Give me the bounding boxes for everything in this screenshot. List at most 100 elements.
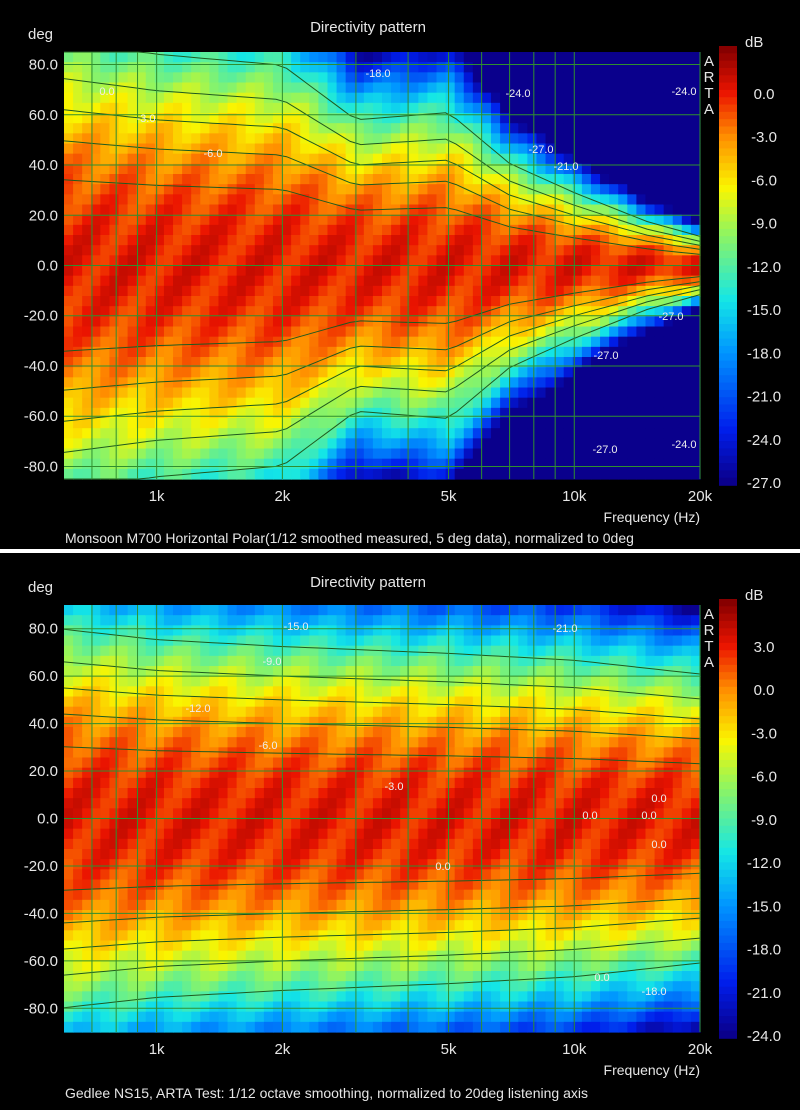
heat-cell bbox=[64, 438, 74, 449]
heat-cell bbox=[364, 367, 374, 378]
heat-cell bbox=[300, 62, 310, 73]
heat-cell bbox=[409, 971, 419, 982]
heat-cell bbox=[591, 62, 601, 73]
heat-cell bbox=[164, 910, 174, 921]
colorbar-segment bbox=[719, 397, 737, 405]
heat-cell bbox=[600, 418, 610, 429]
heat-cell bbox=[237, 798, 247, 809]
heat-cell bbox=[246, 438, 256, 449]
heat-cell bbox=[164, 377, 174, 388]
heat-cell bbox=[173, 727, 183, 738]
heat-cell bbox=[427, 768, 437, 779]
heat-cell bbox=[64, 72, 74, 83]
heat-cell bbox=[264, 727, 274, 738]
heat-cell bbox=[364, 778, 374, 789]
heat-cell bbox=[191, 849, 201, 860]
heat-cell bbox=[455, 788, 465, 799]
heat-cell bbox=[200, 961, 210, 972]
heat-cell bbox=[255, 449, 265, 460]
heat-cell bbox=[437, 52, 447, 63]
heat-cell bbox=[300, 676, 310, 687]
heat-cell bbox=[664, 388, 674, 399]
heat-cell bbox=[91, 625, 101, 636]
heat-cell bbox=[137, 727, 147, 738]
heat-cell bbox=[119, 900, 129, 911]
heat-cell bbox=[300, 941, 310, 952]
heat-cell bbox=[137, 808, 147, 819]
heat-cell bbox=[482, 83, 492, 94]
heat-cell bbox=[327, 839, 337, 850]
heat-cell bbox=[109, 991, 119, 1002]
heat-cell bbox=[173, 174, 183, 185]
heat-cell bbox=[427, 133, 437, 144]
heat-cell bbox=[318, 849, 328, 860]
heat-cell bbox=[237, 154, 247, 165]
heat-cell bbox=[645, 459, 655, 470]
heat-cell bbox=[673, 408, 683, 419]
heat-cell bbox=[327, 758, 337, 769]
heat-cell bbox=[218, 656, 228, 667]
heat-cell bbox=[346, 194, 356, 205]
heat-cell bbox=[382, 859, 392, 870]
heat-cell bbox=[664, 154, 674, 165]
heat-cell bbox=[191, 194, 201, 205]
heat-cell bbox=[391, 296, 401, 307]
heat-cell bbox=[173, 123, 183, 134]
heat-cell bbox=[73, 93, 83, 104]
heat-cell bbox=[273, 215, 283, 226]
heat-cell bbox=[327, 829, 337, 840]
heat-cell bbox=[555, 62, 565, 73]
heat-cell bbox=[246, 144, 256, 155]
heat-cell bbox=[137, 174, 147, 185]
heat-cell bbox=[200, 235, 210, 246]
heat-cell bbox=[382, 666, 392, 677]
heat-cell bbox=[373, 266, 383, 277]
heat-cell bbox=[173, 438, 183, 449]
heat-cell bbox=[409, 961, 419, 972]
heat-cell bbox=[509, 296, 519, 307]
heat-cell bbox=[464, 266, 474, 277]
heat-cell bbox=[282, 829, 292, 840]
heat-cell bbox=[627, 205, 637, 216]
heat-cell bbox=[682, 174, 692, 185]
heat-cell bbox=[300, 266, 310, 277]
heat-cell bbox=[237, 778, 247, 789]
heat-cell bbox=[273, 408, 283, 419]
colorbar-segment bbox=[719, 339, 737, 347]
heat-cell bbox=[318, 961, 328, 972]
heat-cell bbox=[509, 144, 519, 155]
heat-cell bbox=[364, 194, 374, 205]
heat-cell bbox=[636, 154, 646, 165]
heat-cell bbox=[119, 123, 129, 134]
heat-cell bbox=[119, 1012, 129, 1023]
heat-cell bbox=[218, 194, 228, 205]
heat-cell bbox=[464, 707, 474, 718]
heat-cell bbox=[146, 184, 156, 195]
heat-cell bbox=[200, 768, 210, 779]
heat-cell bbox=[73, 1022, 83, 1033]
heat-cell bbox=[209, 235, 219, 246]
heat-cell bbox=[191, 788, 201, 799]
heat-cell bbox=[173, 245, 183, 256]
heat-cell bbox=[282, 408, 292, 419]
heat-cell bbox=[309, 808, 319, 819]
heat-cell bbox=[464, 788, 474, 799]
heat-cell bbox=[291, 1022, 301, 1033]
contour-value-label: -18.0 bbox=[365, 68, 390, 80]
heat-cell bbox=[455, 388, 465, 399]
heat-cell bbox=[564, 255, 574, 266]
heat-cell bbox=[691, 347, 701, 358]
heat-cell bbox=[228, 103, 238, 114]
heat-cell bbox=[382, 768, 392, 779]
heat-cell bbox=[391, 438, 401, 449]
heat-cell bbox=[582, 245, 592, 256]
heat-cell bbox=[73, 646, 83, 657]
heat-cell bbox=[64, 266, 74, 277]
heat-cell bbox=[255, 778, 265, 789]
heat-cell bbox=[191, 900, 201, 911]
heat-cell bbox=[327, 83, 337, 94]
colorbar-segment bbox=[719, 478, 737, 486]
heat-cell bbox=[264, 377, 274, 388]
heat-cell bbox=[128, 215, 138, 226]
heat-cell bbox=[164, 981, 174, 992]
